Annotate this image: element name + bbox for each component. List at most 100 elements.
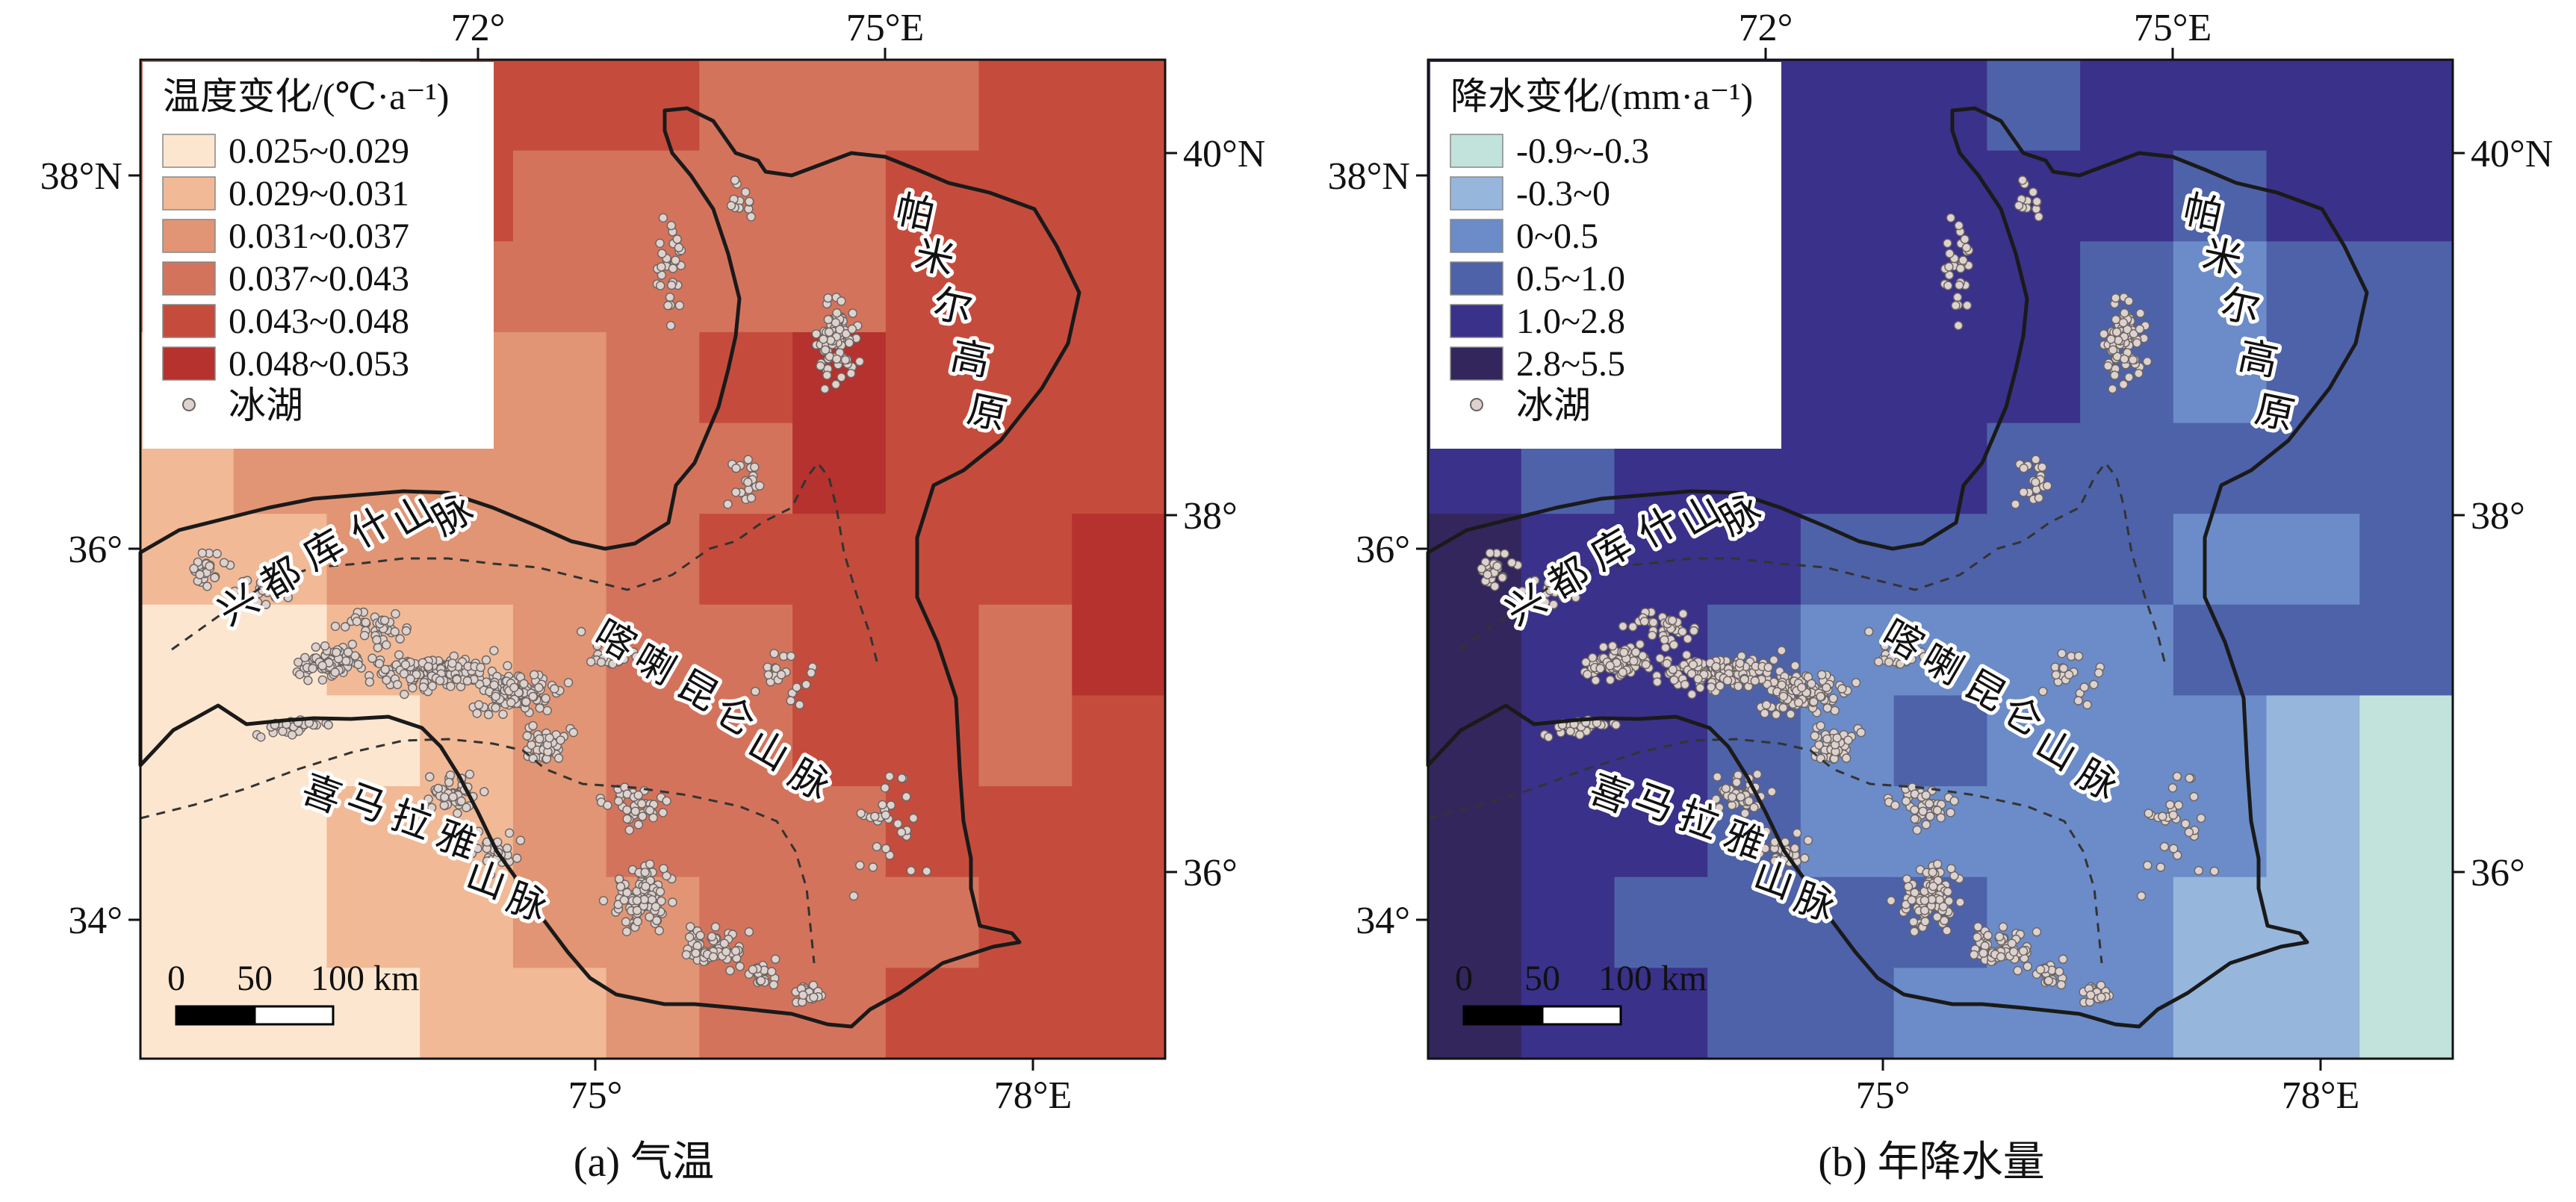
grid-cell (1987, 514, 2081, 605)
glacial-lake-point (893, 819, 903, 829)
glacial-lake-point (1641, 659, 1651, 670)
glacial-lake-point (922, 866, 932, 876)
glacial-lake-point (837, 373, 846, 382)
grid-cell (2266, 514, 2360, 605)
glacial-lake-point (2058, 663, 2069, 673)
glacial-lake-point (2124, 296, 2134, 306)
glacial-lake-point (343, 647, 353, 657)
glacial-lake-point (619, 895, 629, 905)
glacial-lake-point (819, 334, 828, 344)
glacial-lake-point (1851, 678, 1861, 688)
glacial-lake-point (462, 676, 472, 686)
grid-cell (140, 786, 235, 878)
grid-cell (1987, 331, 2081, 424)
glacial-lake-point (870, 812, 880, 821)
glacial-lake-point (1910, 805, 1919, 815)
glacial-lake-point (1777, 646, 1787, 656)
glacial-lake-point (2034, 212, 2043, 222)
frame-ticks: 72° 75°E 75° 78°E 38°N 36° 34° 40°N 38° 36° (40, 7, 1266, 1117)
glacial-lake-point (1936, 813, 1946, 823)
glacial-lake-point (2013, 965, 2023, 976)
glacial-lake-point (197, 548, 208, 558)
grid-cell (1987, 695, 2081, 787)
glacial-lake-point (622, 814, 632, 824)
right-tick-label: 36° (1183, 852, 1238, 894)
glacial-lake-point (668, 264, 678, 273)
panel-annual-precipitation: 帕米尔高原兴都库什山脉喀喇昆仑山脉喜马拉雅山脉 72° 75°E 75° 78°E 38… (1288, 0, 2575, 1202)
legend-lake-symbol (182, 398, 196, 411)
glacial-lake-point (2120, 354, 2129, 364)
grid-cell (978, 60, 1073, 152)
legend-lake-label: 冰湖 (229, 384, 303, 426)
grid-cell (1893, 514, 1987, 605)
grid-cell (2266, 60, 2360, 152)
glacial-lake-point (1506, 558, 1517, 567)
glacial-lake-point (1761, 826, 1772, 836)
glacial-lake-point (353, 659, 363, 670)
legend-lake-label: 冰湖 (1516, 384, 1591, 426)
left-tick-label: 36° (68, 529, 122, 571)
glacial-lake-point (609, 648, 619, 658)
glacial-lake-point (1598, 642, 1608, 652)
glacial-lake-point (427, 681, 438, 691)
grid-cell (699, 241, 793, 333)
glacial-lake-point (1841, 753, 1852, 763)
glacial-lake-point (630, 806, 640, 816)
glacial-lake-point (454, 833, 465, 843)
glacial-lake-point (719, 938, 729, 948)
glacial-lake-point (2184, 827, 2194, 838)
glacial-lake-point (1962, 300, 1973, 311)
grid-cell (140, 876, 235, 968)
grid-cell (978, 514, 1073, 605)
glacial-lake-point (446, 682, 456, 691)
glacial-lake-point (399, 669, 409, 679)
glacial-lake-point (651, 902, 661, 912)
glacial-lake-point (382, 640, 391, 650)
grid-cell (2080, 968, 2174, 1059)
left-tick-label: 36° (1356, 529, 1410, 571)
glacial-lake-point (1919, 652, 1928, 661)
glacial-lake-point (401, 626, 412, 636)
grid-cell (326, 695, 420, 787)
legend-title: 降水变化/(mm·a⁻¹) (1450, 75, 1753, 117)
lake-points (189, 175, 932, 1007)
glacial-lake-point (823, 293, 833, 303)
grid-cell (140, 695, 235, 787)
glacial-lake-point (741, 187, 751, 197)
scale-bar: 0 50 100 km (1455, 959, 1707, 1026)
glacial-lake-point (479, 787, 489, 797)
grid-cell (1800, 786, 1895, 878)
glacial-lake-point (598, 896, 609, 906)
glacial-lake-point (1595, 664, 1605, 673)
glacial-lake-point (809, 992, 819, 1003)
glacial-lake-point (448, 792, 458, 802)
glacial-lake-point (1943, 887, 1953, 897)
grid-cell (1072, 331, 1166, 424)
glacial-lake-point (1727, 800, 1737, 810)
legend-swatch (162, 261, 216, 296)
glacial-lake-point (1668, 664, 1677, 674)
bottom-tick-label: 75° (1856, 1074, 1911, 1117)
glacial-lake-point (1750, 676, 1760, 686)
top-tick-label: 75°E (2134, 7, 2212, 49)
glacial-lake-point (1902, 874, 1912, 884)
glacial-lake-point (1884, 657, 1894, 667)
glacial-lake-point (453, 809, 462, 818)
glacial-lake-point (1919, 906, 1930, 915)
glacial-lake-point (1655, 653, 1665, 663)
glacial-lake-point (1928, 868, 1937, 877)
glacial-lake-point (426, 803, 437, 813)
grid-cell (1800, 968, 1895, 1059)
glacial-lake-point (2142, 357, 2153, 367)
glacial-lake-point (1483, 570, 1492, 579)
glacial-lake-point (1680, 679, 1690, 690)
glacial-lake-point (1822, 734, 1832, 744)
glacial-lake-point (586, 657, 596, 667)
glacial-lake-point (1736, 792, 1745, 802)
glacial-lake-point (2106, 334, 2116, 344)
glacial-lake-point (1807, 679, 1816, 688)
scale-bar-label: 50 (237, 959, 273, 998)
glacial-lake-point (786, 696, 795, 706)
glacial-lake-point (1760, 709, 1769, 718)
glacial-lake-point (1767, 787, 1777, 797)
